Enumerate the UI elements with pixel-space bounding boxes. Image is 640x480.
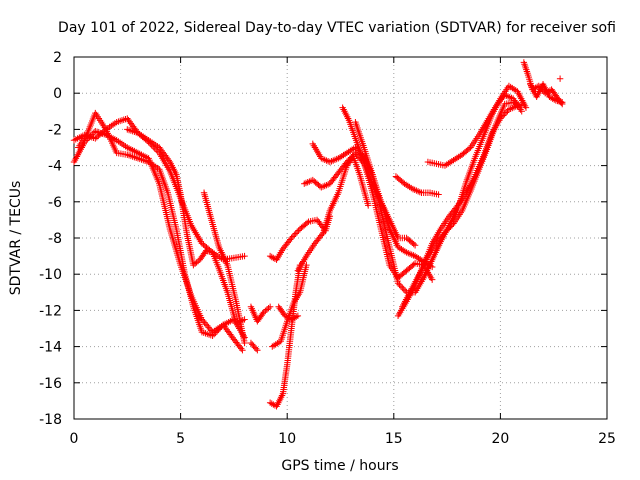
y-tick-label: -14: [39, 340, 62, 356]
y-tick-label: -6: [48, 195, 62, 211]
y-tick-label: -2: [48, 122, 62, 138]
series-track-i: [269, 261, 310, 350]
series-track-w: [527, 80, 566, 106]
series-markers: [200, 189, 248, 347]
series-markers: [124, 126, 248, 327]
series-markers: [411, 82, 530, 296]
series-track-e: [200, 189, 248, 347]
series-markers: [75, 109, 246, 354]
series-track-q: [392, 173, 442, 198]
y-tick-label: -8: [48, 231, 62, 247]
y-tick-label: -16: [39, 376, 62, 392]
series-markers: [247, 339, 261, 354]
grid: [74, 57, 607, 419]
series-markers: [352, 118, 436, 271]
y-axis-label: SDTVAR / TECUs: [8, 181, 24, 296]
x-tick-label: 0: [70, 431, 79, 447]
y-tick-label: -10: [39, 267, 62, 283]
series-track-h: [266, 261, 304, 410]
y-tick-label: -4: [48, 159, 62, 175]
series-markers: [266, 261, 304, 410]
series-track-p: [352, 118, 436, 271]
series-markers: [70, 128, 248, 341]
series-markers: [527, 80, 566, 106]
x-tick-label: 25: [598, 431, 616, 447]
x-tick-label: 5: [176, 431, 185, 447]
series-track-x: [556, 75, 564, 82]
y-tick-labels: 2 0 -2 -4 -6 -8 -10 -12 -14 -16 -18: [39, 50, 62, 428]
series-track-o: [339, 104, 436, 283]
series-markers: [247, 303, 274, 325]
series-track-u: [411, 82, 530, 296]
series-track-f: [247, 303, 274, 325]
y-tick-label: 0: [53, 86, 62, 102]
x-axis-label: GPS time / hours: [281, 458, 398, 474]
series-track-c: [70, 115, 248, 263]
plot-frame: [73, 56, 608, 420]
series-track-b: [75, 109, 246, 354]
data-points: [70, 59, 566, 410]
series-track-j: [275, 303, 302, 323]
series-track-k: [266, 213, 334, 263]
series-markers: [339, 104, 436, 283]
series-markers: [556, 75, 564, 82]
series-track-m: [301, 149, 419, 249]
series-track-a: [70, 128, 248, 341]
y-tick-label: 2: [53, 50, 62, 66]
series-markers: [275, 303, 302, 323]
series-track-d: [124, 126, 248, 327]
y-tick-label: -18: [39, 412, 62, 428]
series-markers: [266, 213, 334, 263]
series-markers: [269, 261, 310, 350]
series-markers: [294, 153, 372, 274]
x-tick-label: 10: [278, 431, 296, 447]
x-tick-labels: 0 5 10 15 20 25: [70, 431, 616, 447]
x-tick-label: 15: [385, 431, 403, 447]
series-track-l: [294, 153, 372, 274]
series-track-g: [247, 339, 261, 354]
y-tick-label: -12: [39, 303, 62, 319]
series-markers: [301, 149, 419, 249]
series-markers: [70, 115, 248, 263]
chart-title: Day 101 of 2022, Sidereal Day-to-day VTE…: [58, 20, 616, 36]
axis-ticks: [73, 56, 608, 420]
x-tick-label: 20: [491, 431, 509, 447]
series-markers: [392, 173, 442, 198]
